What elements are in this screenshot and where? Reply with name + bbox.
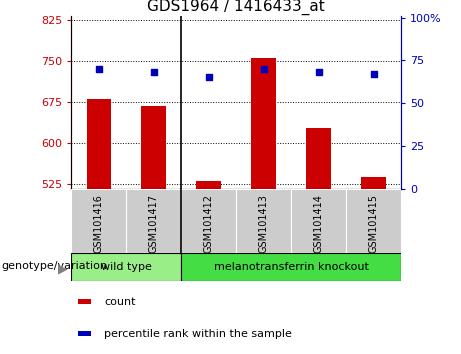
Point (150, 69, 158, 75)
Bar (78, 331, 91, 336)
Bar (251, 58, 276, 189)
Text: count: count (104, 297, 136, 307)
Text: GSM101414: GSM101414 (313, 194, 324, 253)
Text: GSM101415: GSM101415 (369, 194, 378, 253)
Bar (126, 189, 181, 253)
Text: melanotransferrin knockout: melanotransferrin knockout (214, 262, 369, 272)
Text: percentile rank within the sample: percentile rank within the sample (104, 329, 292, 339)
Text: GSM101416: GSM101416 (94, 194, 104, 253)
Point (315, 69, 322, 75)
Bar (181, 189, 236, 253)
Bar (142, 106, 166, 189)
Point (260, 66, 267, 72)
Bar (306, 127, 331, 189)
Text: GSM101412: GSM101412 (204, 194, 214, 253)
Text: GSM101417: GSM101417 (149, 194, 159, 253)
Bar (87, 99, 111, 189)
Point (205, 75, 213, 80)
Text: wild type: wild type (101, 262, 152, 272)
Bar (196, 181, 221, 189)
Text: GSM101413: GSM101413 (259, 194, 269, 253)
Bar (181, 253, 401, 281)
Bar (71, 189, 126, 253)
Bar (361, 177, 386, 189)
Bar (346, 189, 401, 253)
Text: ▶: ▶ (58, 262, 68, 275)
Text: genotype/variation: genotype/variation (1, 261, 107, 271)
Bar (236, 189, 291, 253)
Bar (291, 189, 346, 253)
Bar (71, 253, 181, 281)
Point (95, 66, 103, 72)
Title: GDS1964 / 1416433_at: GDS1964 / 1416433_at (148, 0, 325, 15)
Point (370, 71, 377, 77)
Bar (78, 299, 91, 304)
